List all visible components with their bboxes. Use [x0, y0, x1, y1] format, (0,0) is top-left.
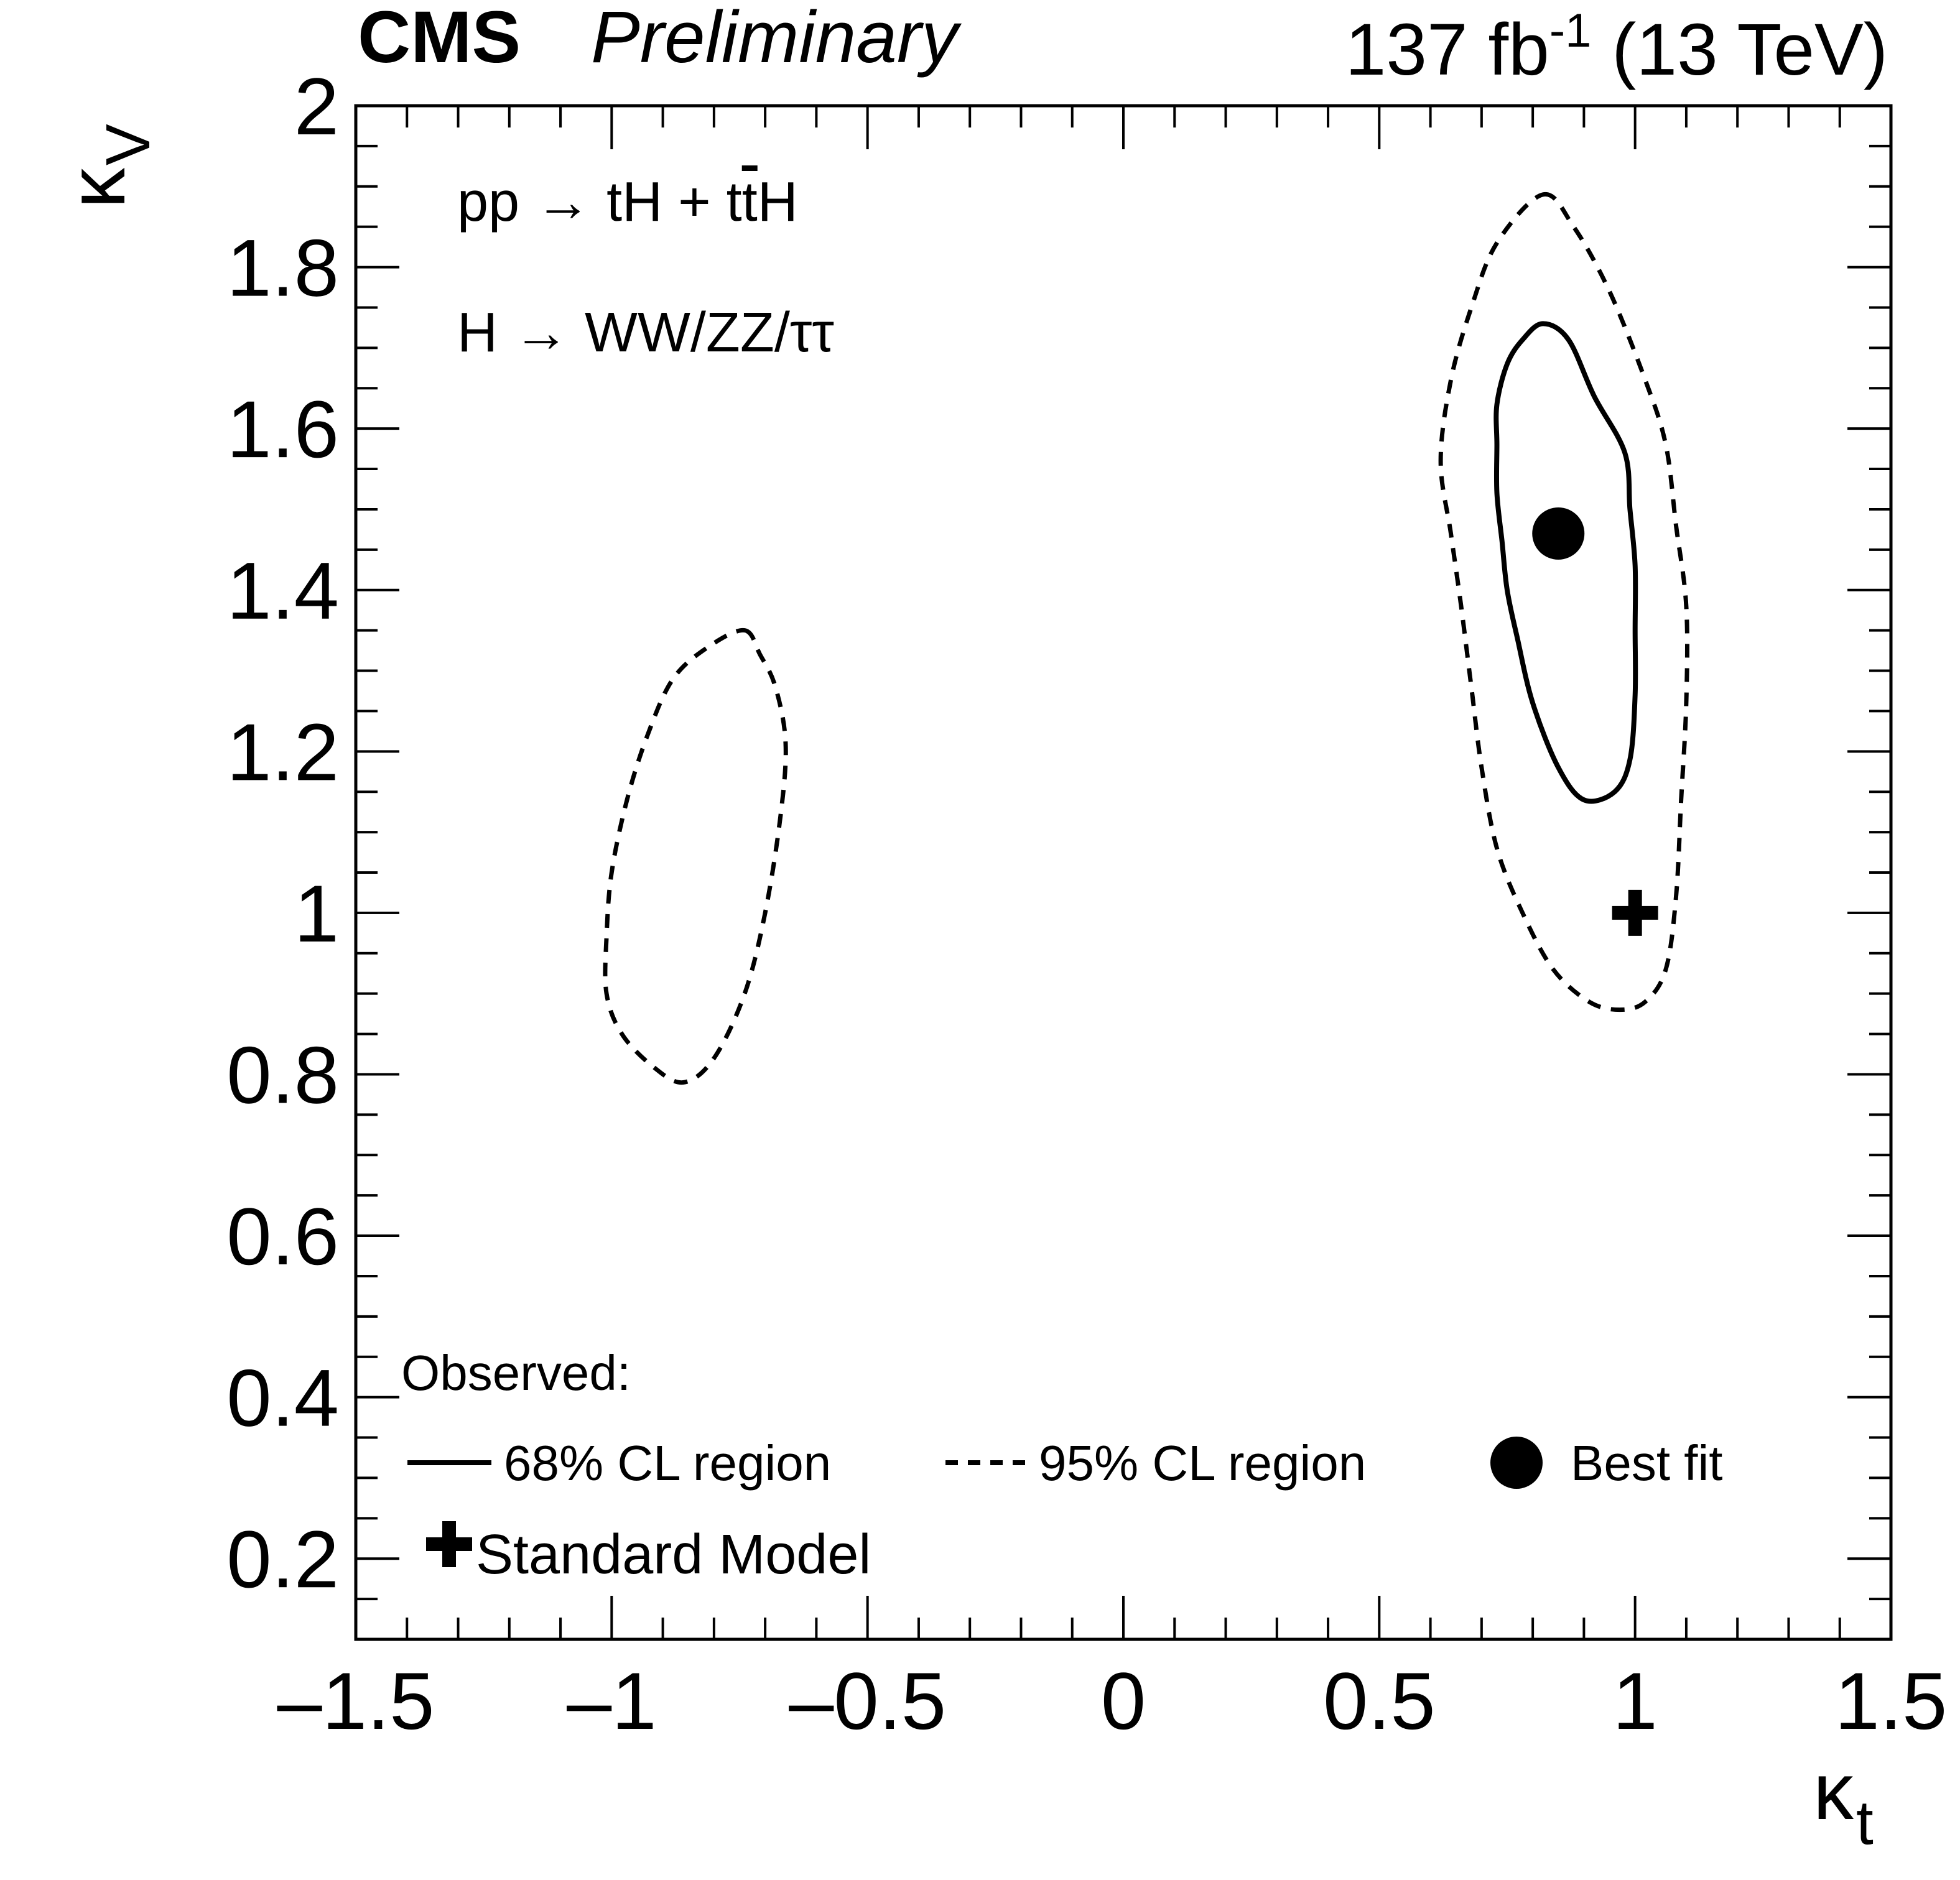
- y-axis-title: κV: [51, 124, 163, 208]
- experiment-label: CMS: [358, 0, 521, 78]
- process-line-1-start: pp → tH + t: [457, 171, 742, 233]
- tick-label-layer: –1.5 –1 –0.5 0 0.5 1 1.5 0.2 0.4 0.6 0.8 1 1.2 1.4 1.6…: [226, 61, 1947, 1746]
- marker-layer: [1532, 507, 1658, 936]
- status-label: Preliminary: [591, 0, 962, 78]
- legend-title: Observed:: [401, 1345, 631, 1401]
- y-tick-label: 1.4: [226, 545, 339, 636]
- x-tick-label: 0: [1101, 1655, 1146, 1746]
- contour-95-left: [603, 628, 788, 1085]
- lumi-exponent: -1: [1549, 4, 1592, 57]
- y-tick-label: 1.8: [226, 223, 339, 313]
- x-tick-label: 0.5: [1323, 1655, 1436, 1746]
- y-axis-subscript: V: [93, 124, 163, 165]
- y-tick-label: 0.8: [226, 1029, 339, 1120]
- x-axis-title: κt: [1813, 1746, 1874, 1858]
- contour-68: [1493, 321, 1638, 804]
- x-axis-symbol: κ: [1813, 1746, 1854, 1836]
- process-line-1-end: H: [758, 171, 798, 233]
- contour-layer: [603, 192, 1690, 1085]
- legend-68-label: 68% CL region: [504, 1435, 831, 1491]
- standard-model-marker: [1612, 889, 1658, 936]
- x-axis-subscript: t: [1856, 1788, 1874, 1858]
- process-tbar: t: [742, 171, 758, 233]
- x-tick-label: 1: [1613, 1655, 1658, 1746]
- y-tick-label: 1.6: [226, 384, 339, 475]
- legend-95-label: 95% CL region: [1039, 1435, 1366, 1491]
- best-fit-marker: [1532, 507, 1585, 560]
- legend-best-fit-marker: [1490, 1437, 1543, 1489]
- plot-frame: [354, 104, 1893, 1641]
- y-tick-label: 1.2: [226, 706, 339, 797]
- process-line-2: H → WW/ZZ/ττ: [457, 302, 834, 364]
- y-tick-label: 0.4: [226, 1353, 339, 1443]
- legend-sm-label: Standard Model: [476, 1524, 871, 1586]
- lumi-label: 137 fb-1 (13 TeV): [1345, 4, 1888, 91]
- lumi-main: 137 fb: [1345, 9, 1549, 91]
- lumi-energy: (13 TeV): [1591, 9, 1888, 91]
- y-tick-label: 0.6: [226, 1191, 339, 1282]
- x-tick-label: –1.5: [277, 1655, 434, 1746]
- x-tick-label: 1.5: [1835, 1655, 1948, 1746]
- y-tick-label: 1: [294, 868, 339, 959]
- contour-95-right: [1438, 192, 1690, 1012]
- x-tick-label: –1: [567, 1655, 657, 1746]
- y-tick-label: 0.2: [226, 1514, 339, 1604]
- legend-best-fit-label: Best fit: [1571, 1435, 1723, 1491]
- y-tick-label: 2: [294, 61, 339, 152]
- process-line-1: pp → tH + ttH: [457, 171, 798, 233]
- x-tick-label: –0.5: [789, 1655, 946, 1746]
- legend-sm-marker: [426, 1521, 472, 1567]
- y-axis-symbol: κ: [51, 167, 142, 208]
